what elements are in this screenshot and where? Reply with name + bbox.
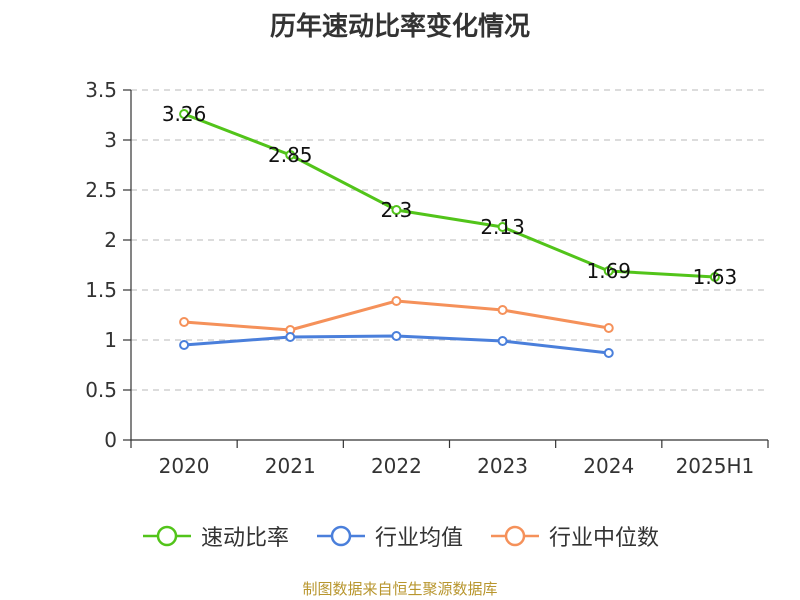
x-tick-label: 2025H1 [676, 454, 755, 478]
data-label: 2.85 [268, 143, 313, 167]
y-tick-label: 1 [104, 328, 117, 352]
legend-label-industry-mean: 行业均值 [374, 526, 463, 551]
data-label: 1.69 [586, 259, 631, 283]
data-point-0 [179, 109, 190, 119]
legend-marker-industry-mean [316, 525, 365, 547]
data-point-2 [391, 296, 402, 306]
data-label: 1.63 [693, 265, 738, 289]
data-point-1 [391, 331, 402, 341]
y-tick-label: 0 [104, 428, 117, 452]
data-point-0 [391, 205, 402, 215]
legend-label-industry-median: 行业中位数 [549, 526, 660, 551]
y-tick-label: 0.5 [85, 378, 117, 402]
x-tick-label: 2020 [159, 454, 210, 478]
series-line-0 [183, 112, 716, 279]
source-footer: 制图数据来自恒生聚源数据库 [302, 580, 498, 598]
y-tick-label: 3 [104, 128, 117, 152]
data-label: 3.26 [162, 102, 207, 126]
legend-item-industry-median[interactable]: 行业中位数 [489, 520, 659, 552]
y-tick-label: 1.5 [85, 278, 117, 302]
data-point-0 [285, 150, 296, 160]
legend: 速动比率 行业均值 行业中位数 [0, 520, 800, 552]
legend-marker-quick-ratio [142, 525, 191, 547]
data-point-2 [497, 305, 508, 315]
data-point-0 [603, 266, 614, 276]
data-point-0 [709, 272, 720, 282]
y-tick-label: 3.5 [85, 78, 117, 102]
data-point-2 [603, 323, 614, 333]
x-tick-label: 2022 [371, 454, 422, 478]
x-tick-label: 2021 [265, 454, 316, 478]
data-point-0 [497, 222, 508, 232]
data-point-1 [285, 332, 296, 342]
x-tick-label: 2023 [477, 454, 528, 478]
legend-item-quick-ratio[interactable]: 速动比率 [141, 520, 289, 552]
data-label: 2.13 [480, 215, 525, 239]
data-point-1 [603, 348, 614, 358]
data-point-2 [179, 317, 190, 327]
data-label: 2.3 [381, 198, 413, 222]
data-point-1 [179, 340, 190, 350]
chart-title: 历年速动比率变化情况 [269, 12, 530, 42]
x-tick-label: 2024 [583, 454, 634, 478]
data-point-1 [497, 336, 508, 346]
legend-label-quick-ratio: 速动比率 [200, 526, 289, 551]
y-tick-label: 2 [104, 228, 117, 252]
legend-marker-industry-median [491, 525, 539, 547]
y-tick-label: 2.5 [85, 178, 117, 202]
legend-item-industry-mean[interactable]: 行业均值 [315, 520, 463, 552]
